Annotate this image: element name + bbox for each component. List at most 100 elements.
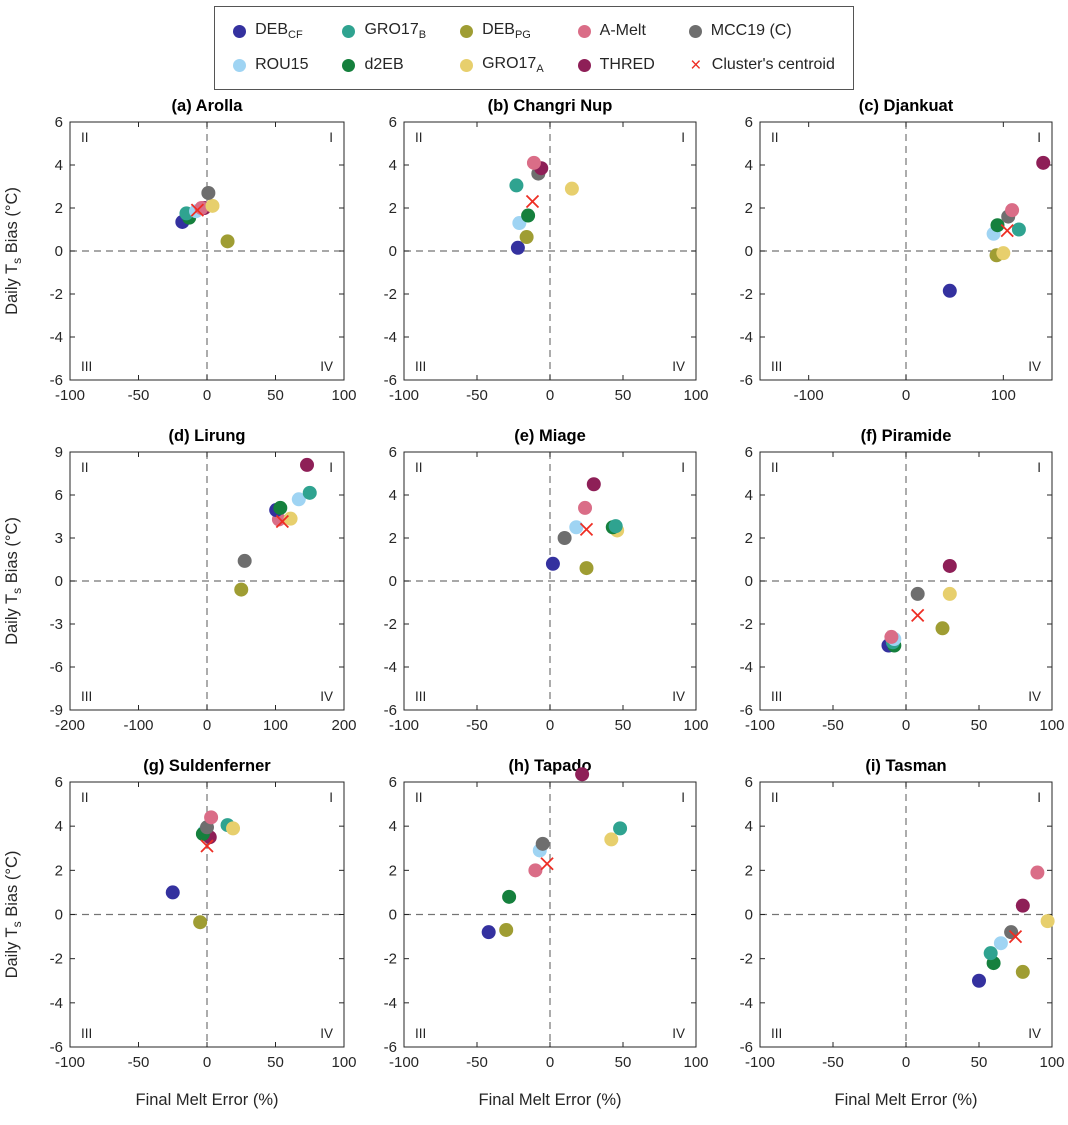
y-tick-label: 2 xyxy=(389,530,397,547)
y-tick-label: 4 xyxy=(55,157,63,174)
scatter-dot-icon xyxy=(577,24,591,38)
quadrant-label: IV xyxy=(320,359,333,374)
y-tick-label: 6 xyxy=(745,114,753,131)
point-a-melt xyxy=(204,810,219,825)
quadrant-label: II xyxy=(771,460,779,475)
quadrant-label: IV xyxy=(1028,1026,1041,1041)
point-gro17-a xyxy=(205,198,220,213)
quadrant-label: III xyxy=(771,1026,782,1041)
y-tick-label: 0 xyxy=(55,243,63,260)
x-tick-label: 100 xyxy=(683,1054,708,1071)
y-tick-label: 6 xyxy=(745,444,753,461)
point-deb-pg xyxy=(579,561,594,576)
point-a-melt xyxy=(884,629,899,644)
point-thred xyxy=(1036,155,1051,170)
legend-item-gro17-a: GRO17A xyxy=(460,55,544,75)
x-tick-label: 100 xyxy=(991,387,1016,404)
y-tick-label: -6 xyxy=(50,372,63,389)
legend-item-centroid: × Cluster's centroid xyxy=(689,56,835,75)
point-gro17-a xyxy=(283,511,298,526)
point-rou15 xyxy=(569,520,584,535)
quadrant-label: II xyxy=(81,130,89,145)
point-gro17-a xyxy=(226,821,241,836)
point-d2eb xyxy=(273,500,288,515)
point-gro17-a xyxy=(996,246,1011,261)
point-deb-cf xyxy=(972,973,986,988)
x-axis-label: Final Melt Error (%) xyxy=(834,1091,977,1109)
quadrant-label: II xyxy=(771,130,779,145)
point-d2eb xyxy=(521,208,536,223)
quadrant-label: I xyxy=(329,130,333,145)
point-thred xyxy=(1015,898,1030,913)
y-tick-label: 0 xyxy=(55,573,63,590)
point-mcc19-c xyxy=(910,586,925,601)
legend-item-mcc19-c: MCC19 (C) xyxy=(688,22,835,40)
quadrant-label: I xyxy=(1037,130,1041,145)
legend-item-deb-pg: DEBPG xyxy=(460,21,544,41)
x-tick-label: -100 xyxy=(389,387,419,404)
y-tick-label: 4 xyxy=(389,157,397,174)
x-tick-label: 100 xyxy=(683,387,708,404)
y-axis-label: Daily Ts Bias (°C) xyxy=(3,187,24,315)
centroid-marker xyxy=(275,514,289,529)
quadrant-label: I xyxy=(329,790,333,805)
y-tick-label: 2 xyxy=(55,862,63,879)
point-mcc19-c xyxy=(535,836,550,851)
point-a-melt xyxy=(1030,865,1045,880)
y-tick-label: 3 xyxy=(55,530,63,547)
point-a-melt xyxy=(1005,203,1020,218)
quadrant-label: IV xyxy=(1028,359,1041,374)
y-tick-label: 6 xyxy=(389,444,397,461)
quadrant-label: III xyxy=(771,689,782,704)
y-tick-label: 0 xyxy=(55,907,63,924)
y-tick-label: 4 xyxy=(389,818,397,835)
scatter-dot-icon xyxy=(342,58,356,72)
plot-grid: -100 -50 0 50 100 -6 -4 -2 0 2 4 6 II I III IV (a) Aroll… xyxy=(0,92,1068,1119)
quadrant-label: I xyxy=(681,460,685,475)
point-thred xyxy=(575,767,590,782)
x-tick-label: 100 xyxy=(263,717,288,734)
y-tick-label: -4 xyxy=(384,329,397,346)
legend: DEBCF ROU15 GRO17B d2EB DEBPG GRO17A A-Melt THR… xyxy=(214,6,854,90)
legend-item-d2eb: d2EB xyxy=(342,56,426,74)
y-tick-label: -6 xyxy=(740,372,753,389)
quadrant-label: III xyxy=(415,359,426,374)
y-tick-label: 2 xyxy=(745,862,753,879)
point-deb-pg xyxy=(499,922,514,937)
x-axis-label: Final Melt Error (%) xyxy=(135,1091,278,1109)
quadrant-label: I xyxy=(329,460,333,475)
point-gro17-b xyxy=(509,178,524,193)
quadrant-label: III xyxy=(81,689,92,704)
legend-label: DEBPG xyxy=(482,20,531,42)
subplot-title: (i) Tasman xyxy=(865,757,946,775)
y-tick-label: -2 xyxy=(384,616,397,633)
x-tick-label: -100 xyxy=(745,1054,775,1071)
x-tick-label: 50 xyxy=(267,1054,284,1071)
x-tick-label: -50 xyxy=(822,717,844,734)
legend-wrap: DEBCF ROU15 GRO17B d2EB DEBPG GRO17A A-Melt THR… xyxy=(0,6,1068,90)
point-a-melt xyxy=(526,155,541,170)
x-axis-label: Final Melt Error (%) xyxy=(478,1091,621,1109)
subplot-title: (h) Tapado xyxy=(508,757,591,775)
point-thred xyxy=(586,477,601,492)
y-tick-label: -4 xyxy=(384,995,397,1012)
quadrant-label: IV xyxy=(672,359,685,374)
y-tick-label: -2 xyxy=(384,951,397,968)
point-deb-cf xyxy=(942,283,957,298)
legend-label: Cluster's centroid xyxy=(711,56,835,73)
scatter-dot-icon xyxy=(342,24,356,38)
quadrant-label: II xyxy=(415,790,423,805)
point-gro17-a xyxy=(564,181,579,196)
point-rou15 xyxy=(993,936,1008,951)
point-mcc19-c xyxy=(237,553,252,568)
x-tick-label: 100 xyxy=(1039,717,1064,734)
y-tick-label: -2 xyxy=(740,286,753,303)
x-tick-label: -50 xyxy=(466,717,488,734)
point-a-melt xyxy=(578,500,593,515)
point-mcc19-c xyxy=(557,531,572,545)
